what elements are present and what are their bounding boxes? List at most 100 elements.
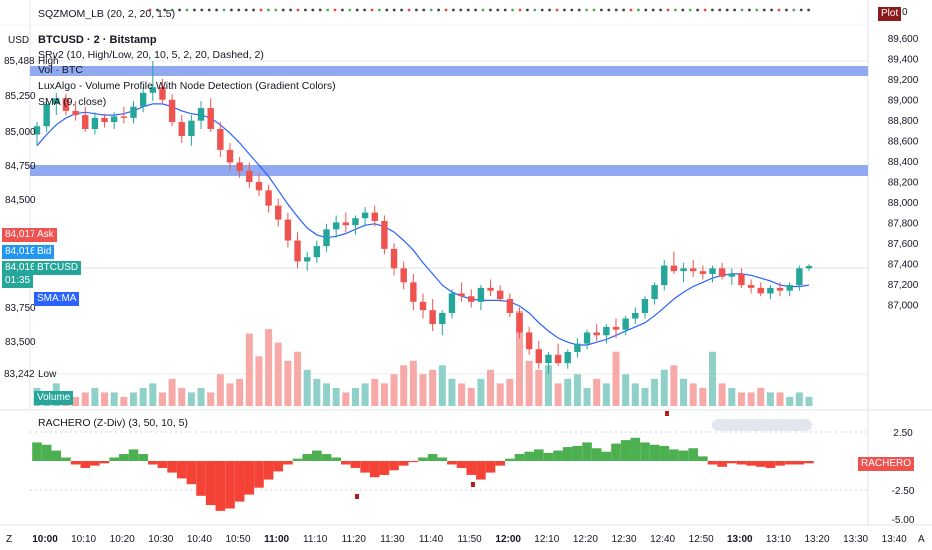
candle — [217, 122, 224, 157]
candle — [43, 101, 50, 132]
oscillator-bar — [727, 461, 737, 464]
candle — [159, 78, 166, 104]
sma-legend[interactable]: SMA (9, close) — [38, 96, 107, 108]
oscillator-bar — [466, 461, 477, 475]
oscillator-bar — [572, 445, 583, 461]
oscillator-scale[interactable]: 2.500.00-2.50-5.00 — [892, 428, 915, 526]
candle — [458, 282, 465, 302]
rachero-legend[interactable]: RACHERO (Z-Div) (3, 50, 10, 5) — [38, 417, 188, 429]
symbol-title[interactable]: BTCUSD · 2 · Bitstamp — [38, 34, 157, 46]
volume-bar — [709, 351, 716, 406]
oscillator-bar — [707, 461, 718, 465]
time-tick-label: 12:00 — [495, 534, 521, 545]
candle — [371, 205, 378, 227]
left-price-tick-label: 83,750 — [5, 303, 36, 314]
timezone-toggle[interactable]: Z — [6, 534, 12, 545]
volume-legend[interactable]: Vol · BTC — [38, 64, 83, 76]
sqzmom-dot — [792, 8, 796, 12]
left-price-scale[interactable]: 85,250 85,000 84,750 84,500 83,750 83,500 — [5, 91, 36, 348]
candle — [535, 340, 542, 369]
volume-label: Volume — [34, 391, 74, 405]
volume-bar — [351, 387, 359, 406]
oscillator-bar — [138, 454, 148, 461]
candle — [139, 87, 147, 113]
oscillator-bar — [379, 461, 390, 475]
sqzmom-dot — [614, 8, 618, 12]
bid-label: Bid — [34, 245, 55, 259]
volume-bar — [776, 392, 784, 406]
time-axis[interactable]: 10:00 10:10 10:20 10:30 10:40 10:50 11:00 11:10… — [32, 534, 907, 545]
oscillator-bar — [360, 461, 370, 473]
price-tick-label: 89,200 — [888, 75, 919, 86]
volume-bar — [245, 333, 253, 406]
volume-histogram — [33, 311, 813, 406]
candle — [419, 293, 427, 319]
currency-label[interactable]: USD — [8, 35, 30, 46]
sqzmom-dot — [215, 8, 219, 12]
volume-bar — [680, 378, 688, 406]
time-tick-label: 10:20 — [110, 534, 135, 545]
osc-overlay-label — [712, 419, 812, 431]
time-tick-label: 11:50 — [457, 534, 482, 545]
candle — [313, 240, 321, 263]
candle — [767, 285, 774, 300]
oscillator-bar — [244, 461, 255, 495]
sma-line — [36, 103, 810, 346]
oscillator-bar — [369, 461, 380, 478]
sqzmom-dot — [518, 8, 522, 12]
oscillator-bar — [167, 461, 177, 473]
candle — [574, 338, 581, 358]
time-tick-label: 12:40 — [650, 534, 675, 545]
volume-bar — [651, 378, 659, 406]
price-tick-label: 89,600 — [888, 34, 919, 45]
bar-countdown: 01:35 — [2, 274, 33, 288]
sqzmom-dot — [540, 8, 544, 12]
srv2-legend[interactable]: SRv2 (10, High/Low, 20, 10, 5, 2, 20, Da… — [38, 49, 264, 61]
oscillator-bar — [620, 440, 631, 461]
sqzmom-dot — [407, 8, 411, 12]
right-price-scale[interactable]: 89,600 89,400 89,200 89,000 88,800 88,600 88,4… — [888, 34, 919, 312]
volume-bar — [805, 396, 813, 406]
oscillator-bar — [128, 449, 139, 461]
luxalgo-legend[interactable]: LuxAlgo - Volume Profile With Node Detec… — [38, 80, 336, 92]
volume-bar — [91, 387, 99, 406]
volume-bar — [361, 383, 369, 406]
sqzmom-dot — [592, 8, 596, 12]
oscillator-bar — [263, 461, 274, 480]
volume-bar — [660, 369, 668, 406]
symbol-price-label: BTCUSD — [34, 261, 82, 275]
sqzmom-dot — [659, 8, 662, 12]
oscillator-bar — [196, 461, 206, 496]
oscillator-bar — [698, 456, 708, 461]
auto-scale-toggle[interactable]: A — [918, 534, 925, 545]
price-tick-label: 88,000 — [888, 198, 919, 209]
oscillator-bar — [321, 454, 332, 461]
candle — [622, 315, 629, 336]
volume-bar — [506, 378, 514, 406]
volume-bar — [458, 383, 466, 406]
sqzmom-dot — [681, 8, 685, 12]
sqzmom-dot — [622, 8, 625, 12]
sqzmom-legend[interactable]: SQZMOM_LB (20, 2, 20, 1.5) — [38, 8, 176, 20]
volume-bar — [400, 365, 408, 406]
oscillator-bar — [99, 461, 110, 464]
oscillator-bar — [755, 461, 766, 467]
candle — [757, 282, 764, 297]
volume-bar — [101, 392, 109, 406]
sqzmom-dot — [600, 8, 603, 12]
sqzmom-dot — [807, 8, 810, 12]
volume-bar — [139, 387, 147, 406]
sqzmom-dot — [311, 8, 315, 12]
candle — [352, 215, 359, 235]
oscillator-bar — [292, 458, 303, 461]
candle — [130, 101, 137, 124]
oscillator-bar — [51, 450, 62, 461]
candle — [680, 262, 687, 283]
candle — [226, 142, 234, 171]
oscillator-bar — [601, 451, 612, 461]
volume-bar — [380, 383, 388, 406]
volume-bar — [110, 392, 118, 406]
sqzmom-dot — [688, 8, 692, 12]
candle — [168, 94, 176, 127]
